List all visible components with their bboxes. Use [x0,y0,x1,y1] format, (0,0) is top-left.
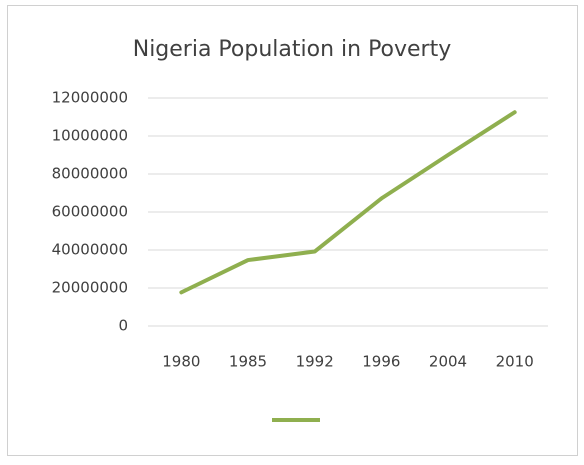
x-tick-label: 1980 [162,353,200,371]
x-tick-label: 2010 [496,353,534,371]
x-tick-label: 1992 [296,353,334,371]
y-tick-label: 12000000 [52,89,128,107]
x-tick-label: 2004 [429,353,467,371]
chart-frame [7,5,578,456]
y-tick-label: 20000000 [52,279,128,297]
x-tick-label: 1996 [362,353,400,371]
y-tick-label: 60000000 [52,203,128,221]
x-tick-label: 1985 [229,353,267,371]
y-tick-label: 10000000 [52,127,128,145]
y-tick-label: 80000000 [52,165,128,183]
y-tick-label: 0 [118,317,128,335]
y-tick-label: 40000000 [52,241,128,259]
chart-title: Nigeria Population in Poverty [133,37,452,62]
line-series [179,110,517,295]
